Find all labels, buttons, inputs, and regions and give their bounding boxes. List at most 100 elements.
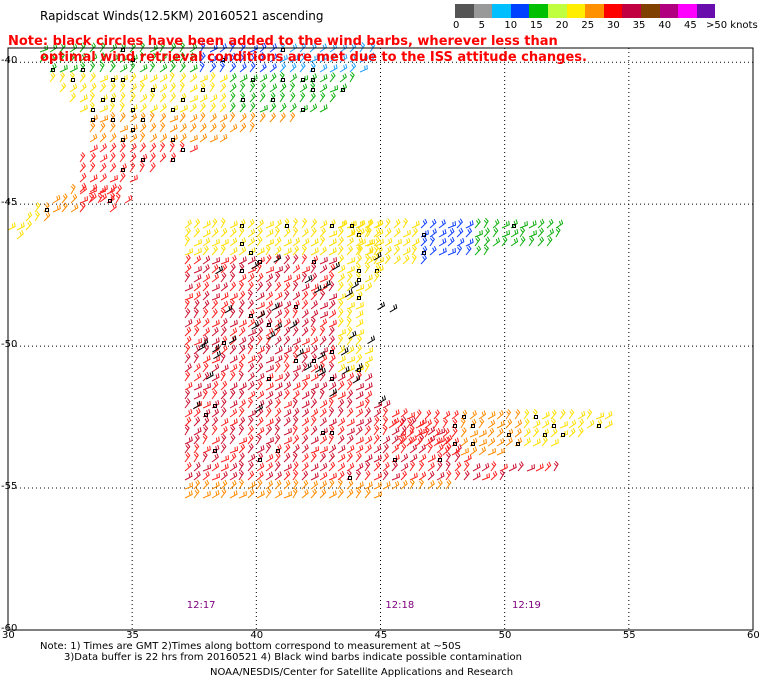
flag-marker <box>108 199 112 203</box>
wind-barb <box>292 281 299 292</box>
wind-barb <box>239 91 246 103</box>
wind-barb <box>219 74 228 83</box>
wind-barb <box>70 193 78 204</box>
wind-barb <box>329 72 336 83</box>
wind-barb <box>382 406 388 418</box>
wind-barb <box>129 113 138 123</box>
wind-barb <box>319 408 327 418</box>
wind-barb <box>415 409 422 420</box>
wind-barb <box>34 210 40 222</box>
wind-barb <box>139 81 145 93</box>
wind-barb <box>119 152 126 163</box>
wind-barb <box>332 261 340 271</box>
wind-barb <box>202 344 209 355</box>
wind-barb <box>193 238 202 247</box>
wind-barb <box>184 227 191 238</box>
wind-barb <box>375 238 384 247</box>
wind-barb <box>238 389 245 400</box>
wind-barb <box>319 227 327 238</box>
wind-barb <box>373 454 382 463</box>
wind-barb <box>604 410 613 420</box>
chart-title: Rapidscat Winds(12.5KM) 20160521 ascendi… <box>40 9 324 23</box>
wind-barb <box>274 471 282 481</box>
wind-barb <box>301 266 310 274</box>
wind-barb <box>274 416 281 427</box>
wind-barb <box>257 310 266 319</box>
wind-barb <box>256 471 264 481</box>
wind-barb <box>99 154 108 163</box>
wind-barb <box>239 74 248 83</box>
wind-barb <box>220 426 228 436</box>
wind-barb <box>256 335 263 346</box>
wind-barb <box>310 472 319 481</box>
legend-label: 20 <box>555 20 569 31</box>
wind-barb <box>283 290 290 301</box>
wind-barb <box>436 428 446 436</box>
wind-barb <box>289 92 296 103</box>
wind-barb <box>465 245 472 256</box>
wind-barb <box>319 302 328 310</box>
wind-barb <box>59 82 67 93</box>
wind-barb <box>39 52 47 63</box>
wind-barb <box>537 218 545 229</box>
wind-barb <box>328 397 334 409</box>
flag-marker <box>311 78 315 82</box>
wind-barb <box>238 399 246 409</box>
wind-barb <box>357 238 366 247</box>
wind-barb <box>348 220 357 229</box>
wind-barb <box>492 218 500 229</box>
wind-barb <box>546 218 554 229</box>
wind-barb <box>388 419 397 429</box>
wind-barb <box>337 308 344 319</box>
wind-barb <box>348 227 356 238</box>
flag-marker <box>251 78 255 82</box>
wind-barb <box>159 133 168 143</box>
wind-barb <box>424 437 433 447</box>
wind-barb <box>259 73 268 83</box>
wind-barb <box>447 227 455 238</box>
wind-barb <box>247 488 255 499</box>
wind-barb <box>211 389 218 400</box>
wind-barb <box>265 291 274 301</box>
wind-barb <box>202 290 210 301</box>
flag-marker <box>51 68 55 72</box>
flag-marker <box>45 208 49 212</box>
wind-barb <box>189 64 198 73</box>
wind-barb <box>247 299 254 310</box>
wind-barb <box>337 407 344 418</box>
wind-barb <box>169 54 178 63</box>
wind-barb <box>59 64 68 73</box>
wind-barb <box>247 309 255 319</box>
wind-barb <box>202 425 209 436</box>
wind-barb <box>397 430 407 438</box>
wind-barb <box>238 407 245 418</box>
wind-barb <box>247 343 254 355</box>
wind-barb <box>256 256 265 265</box>
wind-barb <box>89 42 97 53</box>
wind-barb <box>292 291 301 301</box>
wind-barb <box>202 388 208 400</box>
wind-barb <box>139 93 148 103</box>
flag-marker <box>258 260 262 264</box>
wind-barb <box>355 329 365 337</box>
wind-barb <box>239 113 247 123</box>
wind-barb <box>496 447 505 456</box>
wind-barb <box>373 272 380 283</box>
wind-barb <box>229 363 238 373</box>
wind-barb <box>337 434 345 445</box>
wind-barb <box>364 262 371 274</box>
wind-barb <box>355 383 364 391</box>
wind-barb <box>265 238 274 247</box>
wind-barb <box>219 92 227 103</box>
wind-barb <box>319 54 328 63</box>
wind-barb <box>189 114 198 123</box>
wind-barb <box>483 227 490 238</box>
wind-barb <box>310 309 319 319</box>
flag-marker <box>357 278 361 282</box>
wind-barb <box>319 104 328 113</box>
wind-barb <box>337 355 346 364</box>
wind-barb <box>79 83 87 93</box>
wind-barb <box>89 82 97 93</box>
wind-barb <box>292 344 300 355</box>
wind-barb <box>310 218 318 229</box>
